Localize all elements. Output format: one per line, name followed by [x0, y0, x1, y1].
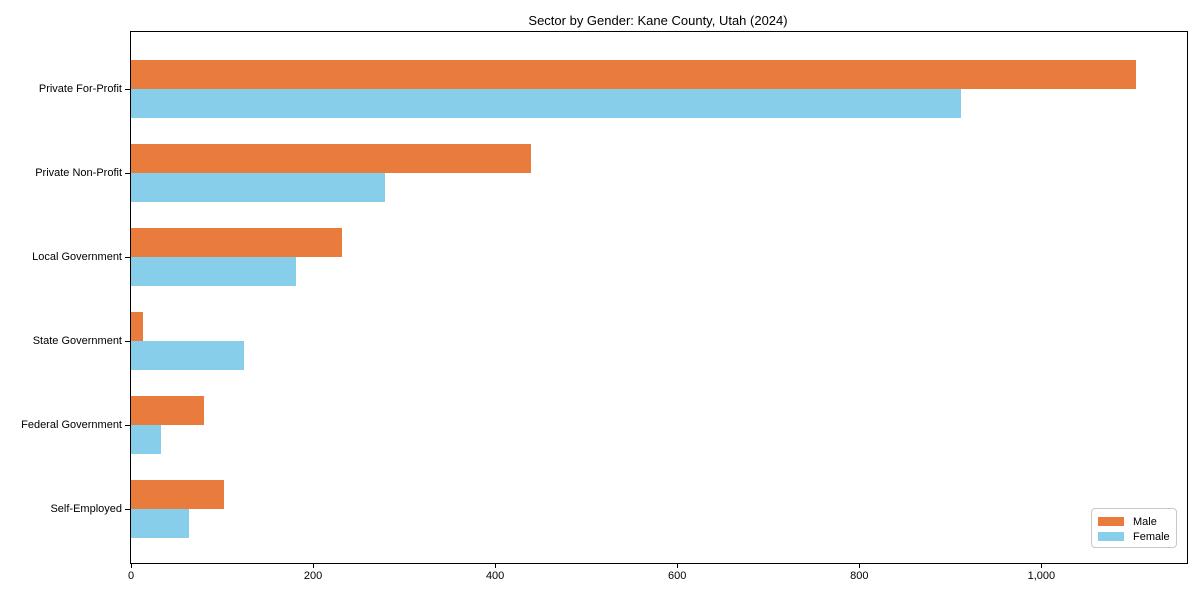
legend-label-female: Female [1133, 530, 1170, 543]
bar-female-self-employed [131, 509, 190, 538]
y-tick [125, 509, 130, 510]
x-tick [313, 563, 315, 568]
y-axis-label-state-government: State Government [32, 334, 122, 347]
legend-item-male: Male [1098, 514, 1176, 529]
bar-female-private-non-profit [131, 172, 385, 202]
plot-area: Private For-Profit Private Non-Profit Loca… [21, 31, 1188, 582]
legend: Male Female [1091, 508, 1177, 548]
legend-item-female: Female [1098, 529, 1176, 544]
x-axis-tick-label: 0 [127, 570, 135, 582]
x-tick [495, 563, 497, 568]
bar-male-federal-government [131, 395, 204, 425]
x-axis-tick-label: 200 [303, 570, 323, 582]
x-tick [1041, 563, 1043, 568]
y-axis-label-self-employed: Self-Employed [50, 503, 122, 515]
y-axis-label-private-non-profit: Private Non-Profit [35, 166, 122, 179]
x-axis-tick-label: 400 [485, 570, 505, 582]
x-axis-tick-label: 800 [850, 570, 869, 582]
y-tick [125, 340, 130, 342]
x-axis-tick-label: 1,000 [1027, 570, 1056, 582]
legend-label-male: Male [1133, 515, 1157, 528]
y-tick [125, 88, 130, 90]
bar-female-local-government [131, 256, 296, 286]
y-axis-label-private-for-profit: Private For-Profit [38, 82, 122, 95]
bar-male-private-for-profit [131, 59, 1137, 89]
y-axis-label-federal-government: Federal Government [21, 418, 122, 431]
chart-title: Sector by Gender: Kane County, Utah (202… [528, 13, 788, 28]
x-tick [859, 563, 861, 568]
bar-female-private-for-profit [131, 88, 962, 118]
y-axis-label-local-government: Local Government [32, 250, 122, 263]
x-axis-tick-label: 600 [668, 570, 687, 582]
y-tick [125, 172, 130, 174]
bar-female-state-government [131, 340, 244, 370]
bar-male-private-non-profit [131, 143, 531, 173]
x-tick [677, 563, 679, 568]
legend-swatch-male [1098, 517, 1124, 526]
y-tick [125, 424, 130, 426]
x-tick [131, 563, 132, 568]
y-tick [125, 256, 130, 258]
bar-male-local-government [131, 227, 343, 257]
bar-female-federal-government [131, 424, 162, 454]
bar-male-self-employed [131, 480, 224, 509]
bar-male-state-government [131, 311, 143, 341]
legend-swatch-female [1098, 532, 1124, 541]
